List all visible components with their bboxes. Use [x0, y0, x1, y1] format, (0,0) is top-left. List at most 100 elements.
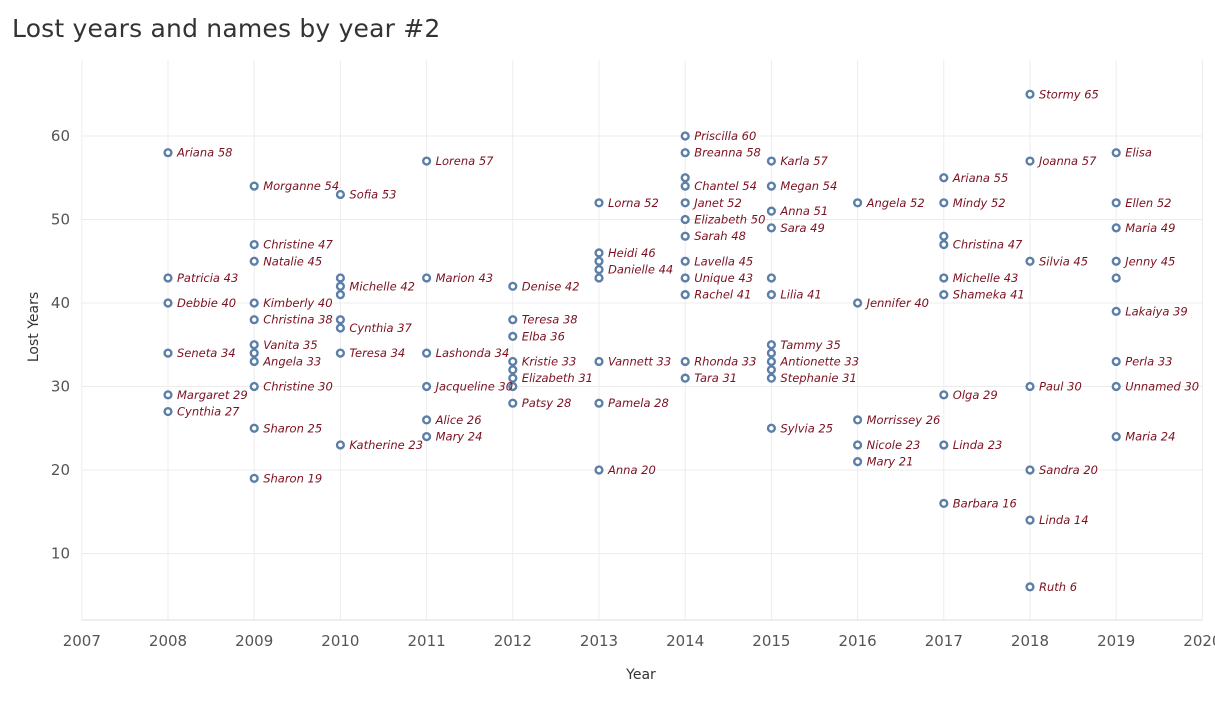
data-point[interactable] — [508, 373, 518, 383]
data-point[interactable] — [852, 440, 863, 450]
data-point[interactable] — [594, 356, 604, 367]
data-point[interactable] — [163, 273, 173, 283]
data-point[interactable] — [508, 356, 518, 367]
data-point[interactable] — [249, 473, 259, 483]
data-point[interactable] — [1111, 256, 1121, 266]
data-point[interactable] — [1025, 89, 1035, 99]
data-point[interactable] — [249, 181, 259, 191]
data-point[interactable] — [422, 348, 432, 358]
data-point[interactable] — [249, 256, 259, 266]
data-point[interactable] — [766, 356, 777, 367]
data-point[interactable] — [766, 423, 777, 433]
data-point[interactable] — [508, 281, 518, 291]
data-point[interactable] — [680, 131, 690, 141]
data-point[interactable] — [508, 315, 518, 325]
data-point[interactable] — [1111, 148, 1121, 158]
data-point[interactable] — [766, 365, 777, 375]
data-point[interactable] — [766, 290, 777, 300]
data-point[interactable] — [680, 148, 690, 158]
data-point[interactable] — [680, 231, 690, 241]
data-point[interactable] — [249, 381, 259, 392]
data-point[interactable] — [335, 189, 346, 200]
data-point[interactable] — [680, 214, 690, 225]
data-point[interactable] — [766, 373, 777, 383]
data-point[interactable] — [422, 415, 432, 425]
data-point[interactable] — [852, 415, 863, 425]
data-point[interactable] — [680, 373, 690, 383]
data-point[interactable] — [335, 290, 346, 300]
data-point[interactable] — [766, 348, 777, 358]
data-point[interactable] — [939, 390, 949, 400]
data-point[interactable] — [939, 290, 949, 300]
data-point[interactable] — [939, 198, 949, 208]
data-point[interactable] — [163, 406, 173, 417]
data-point[interactable] — [680, 273, 690, 283]
data-point[interactable] — [249, 356, 259, 367]
data-point[interactable] — [939, 239, 949, 250]
data-point[interactable] — [852, 457, 863, 467]
data-point[interactable] — [163, 298, 173, 308]
data-point[interactable] — [680, 256, 690, 266]
data-point[interactable] — [1111, 432, 1121, 442]
data-point[interactable] — [1111, 198, 1121, 208]
data-point[interactable] — [422, 381, 432, 392]
data-point[interactable] — [508, 331, 518, 342]
data-point[interactable] — [594, 248, 604, 258]
data-point[interactable] — [1025, 156, 1035, 166]
data-point[interactable] — [852, 298, 863, 308]
data-point[interactable] — [335, 273, 346, 283]
data-point[interactable] — [1025, 515, 1035, 525]
data-point[interactable] — [1025, 465, 1035, 475]
data-point[interactable] — [939, 273, 949, 283]
data-point[interactable] — [249, 340, 259, 350]
data-point[interactable] — [680, 173, 690, 183]
data-point[interactable] — [508, 365, 518, 375]
data-point[interactable] — [594, 198, 604, 208]
data-point[interactable] — [422, 156, 432, 166]
data-point[interactable] — [163, 348, 173, 358]
data-point[interactable] — [852, 198, 863, 208]
data-point[interactable] — [766, 273, 777, 283]
data-point[interactable] — [766, 181, 777, 191]
data-point[interactable] — [249, 315, 259, 325]
data-point[interactable] — [508, 398, 518, 408]
data-point[interactable] — [594, 265, 604, 275]
data-point[interactable] — [335, 281, 346, 291]
data-point[interactable] — [594, 273, 604, 283]
data-point[interactable] — [939, 440, 949, 450]
data-point[interactable] — [249, 423, 259, 433]
data-point[interactable] — [680, 198, 690, 208]
data-point[interactable] — [335, 348, 346, 358]
data-point[interactable] — [680, 356, 690, 367]
data-point[interactable] — [939, 173, 949, 183]
data-point[interactable] — [163, 390, 173, 400]
data-point[interactable] — [335, 440, 346, 450]
data-point[interactable] — [1025, 256, 1035, 266]
data-point[interactable] — [594, 398, 604, 408]
data-point[interactable] — [1111, 273, 1121, 283]
data-point[interactable] — [766, 223, 777, 233]
data-point[interactable] — [594, 465, 604, 475]
data-point[interactable] — [594, 256, 604, 266]
data-point[interactable] — [680, 290, 690, 300]
data-point[interactable] — [1111, 381, 1121, 392]
data-point[interactable] — [1025, 381, 1035, 392]
data-point[interactable] — [939, 231, 949, 241]
data-point[interactable] — [249, 239, 259, 250]
data-point[interactable] — [249, 348, 259, 358]
data-point[interactable] — [766, 206, 777, 216]
data-point[interactable] — [249, 298, 259, 308]
data-point[interactable] — [766, 156, 777, 166]
data-point[interactable] — [766, 340, 777, 350]
data-point[interactable] — [422, 432, 432, 442]
data-point[interactable] — [1025, 582, 1035, 592]
data-point[interactable] — [508, 381, 518, 392]
data-point[interactable] — [335, 315, 346, 325]
data-point[interactable] — [1111, 306, 1121, 316]
data-point[interactable] — [680, 181, 690, 191]
data-point[interactable] — [1111, 223, 1121, 233]
data-point[interactable] — [335, 323, 346, 333]
data-point[interactable] — [163, 148, 173, 158]
data-point[interactable] — [1111, 356, 1121, 367]
data-point[interactable] — [422, 273, 432, 283]
